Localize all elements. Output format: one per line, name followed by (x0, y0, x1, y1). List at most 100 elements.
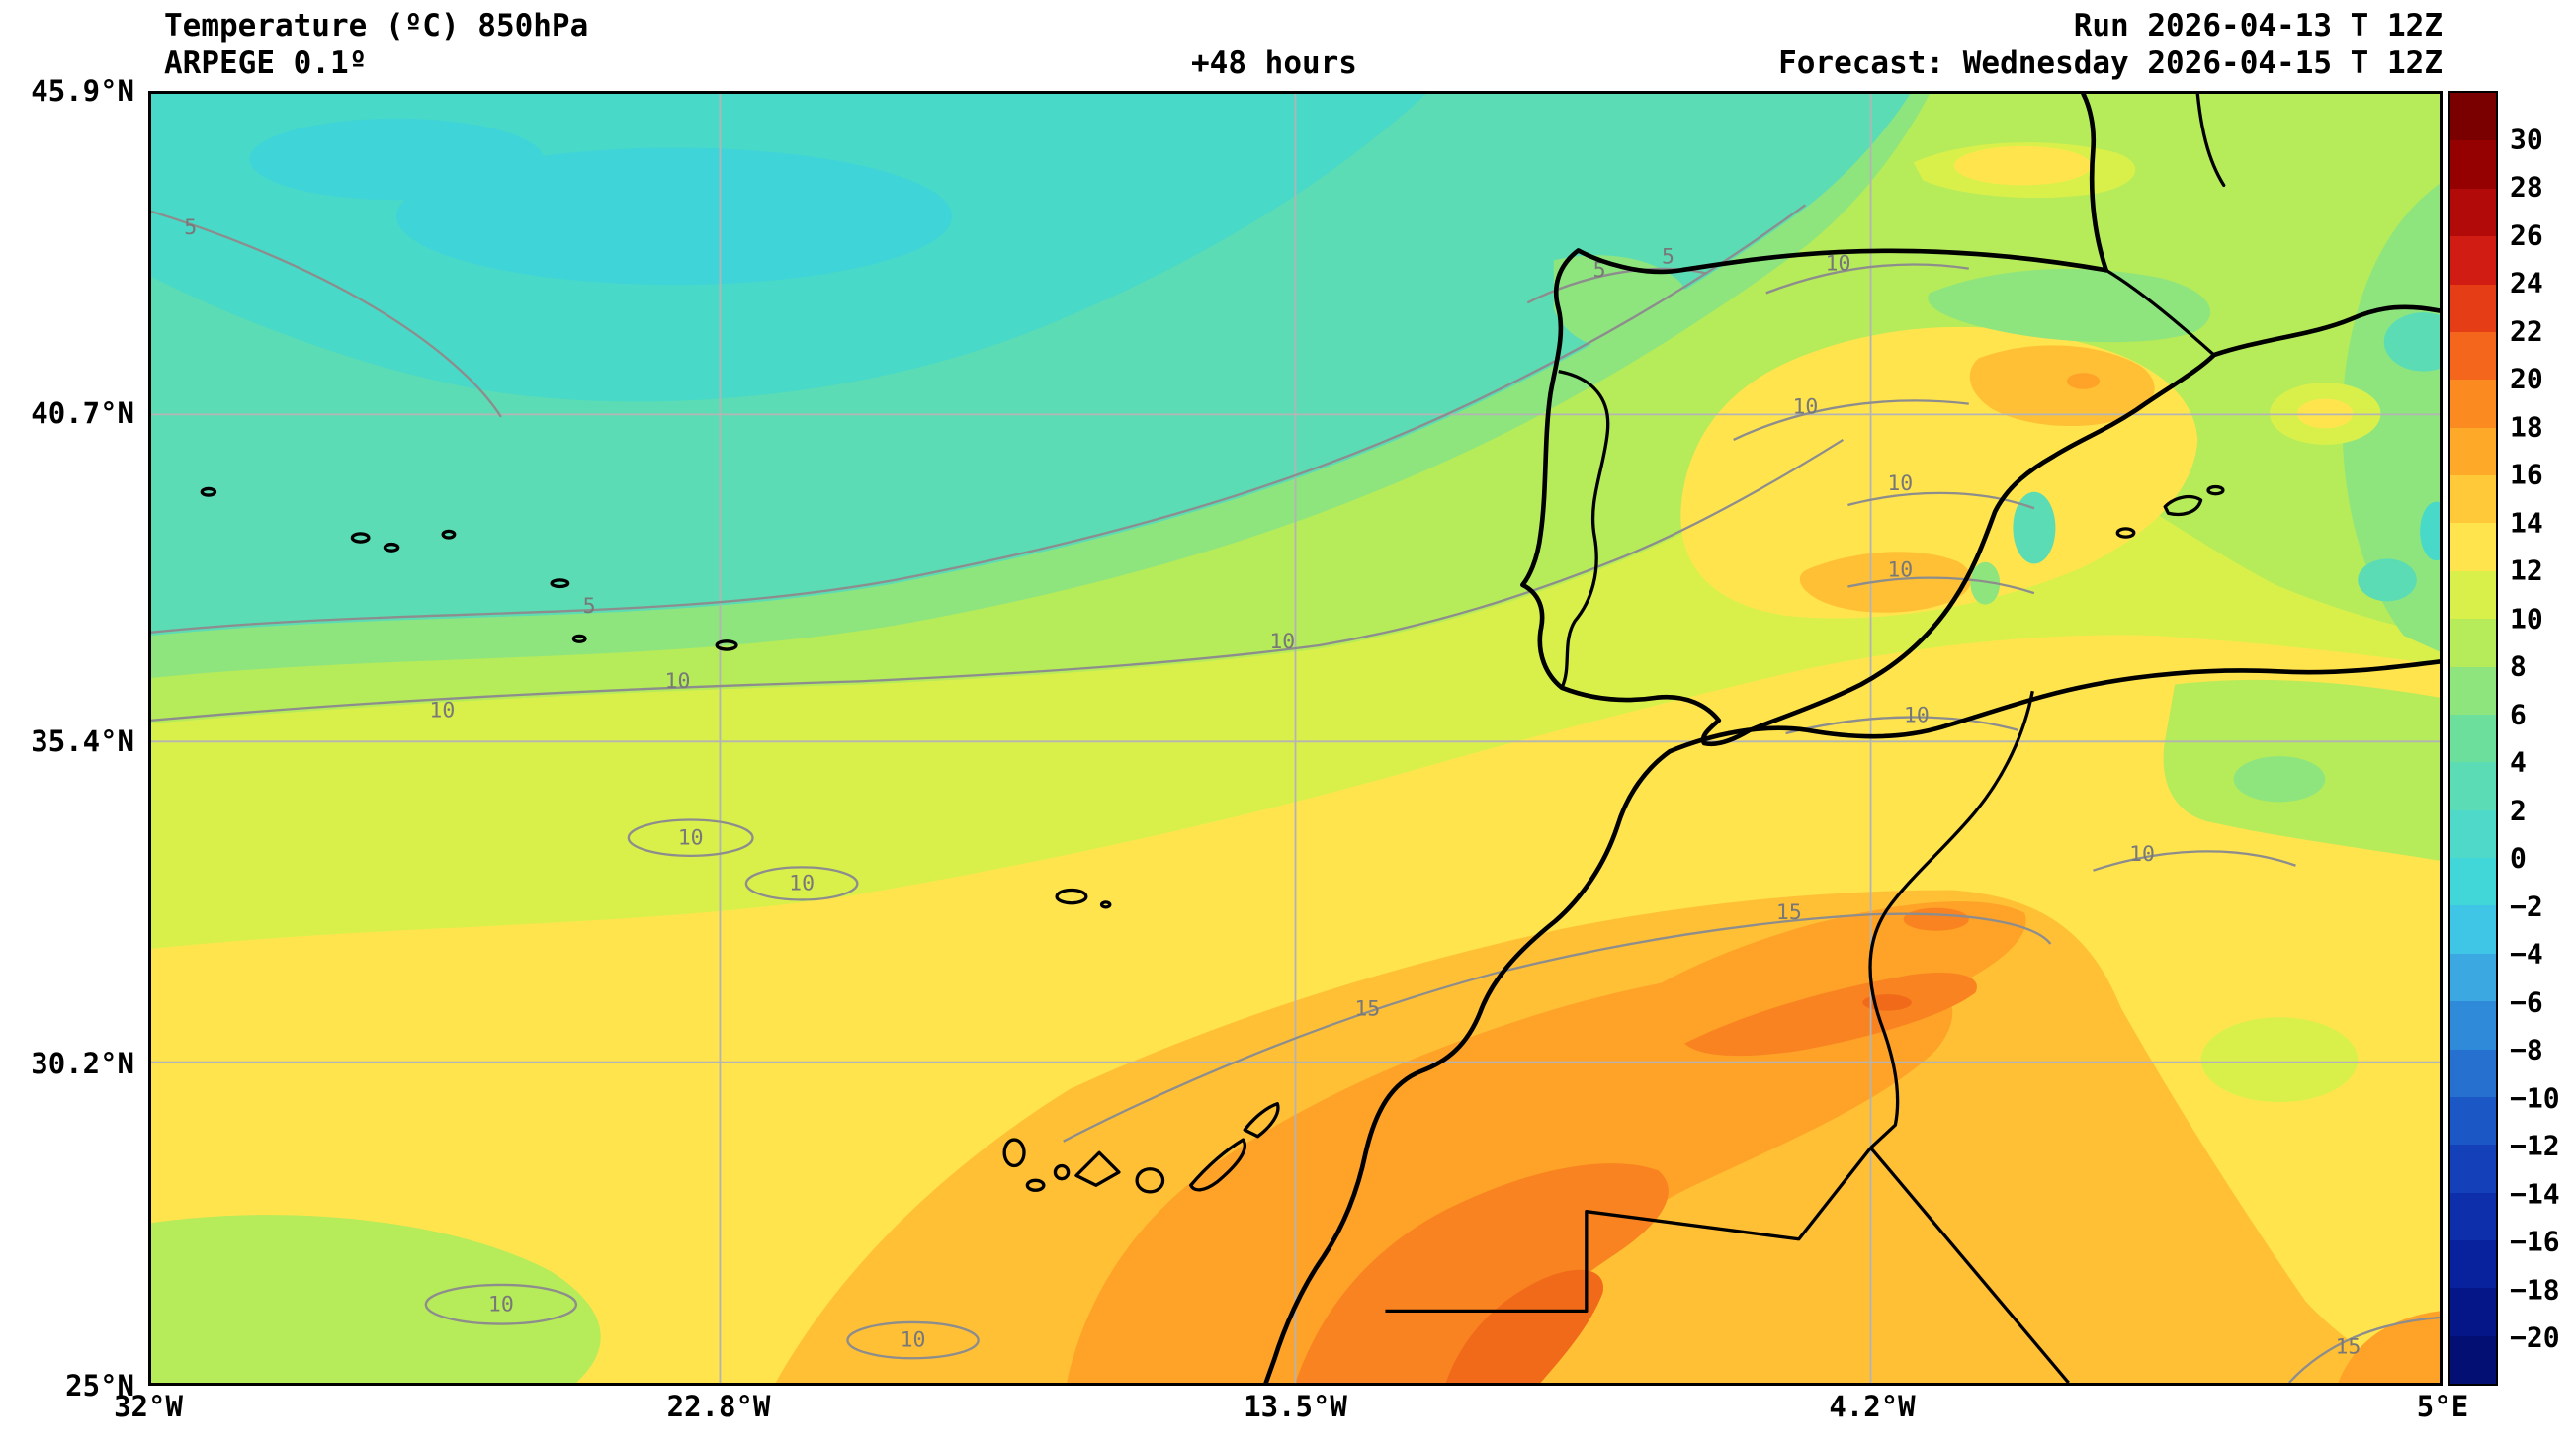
colorbar-segment (2450, 1001, 2496, 1050)
island-azores (715, 639, 738, 651)
colorbar-segment (2450, 762, 2496, 810)
colorbar-tick-label: 8 (2510, 649, 2527, 683)
contour-label-10: 10 (1826, 251, 1851, 276)
contour-label-5: 5 (1593, 258, 1606, 283)
border-morocco-algeria (1868, 690, 2034, 1149)
contour-label-15: 15 (1354, 997, 1380, 1022)
contour-label-10: 10 (1887, 471, 1913, 496)
contour-label-10: 10 (901, 1328, 926, 1353)
colorbar-tick-label: 16 (2510, 458, 2543, 491)
contour-label-10: 10 (1792, 395, 1818, 420)
contour-label-10: 10 (1904, 704, 1930, 728)
colorbar-ticks: 30 28 26 24 22 20 18 16 14 12 10 8 6 4 2 0 −2 −4 −6 −8 −10 −1… (2504, 91, 2575, 1386)
island-menorca (2206, 484, 2225, 496)
colorbar-tick-label: 4 (2510, 745, 2527, 779)
contour-label-5: 5 (184, 215, 197, 240)
contour-label-10: 10 (665, 669, 691, 694)
coastline-africa-atlantic (1263, 748, 1673, 1383)
colorbar-segment (2450, 1096, 2496, 1146)
colorbar-tick-label: −12 (2510, 1129, 2560, 1162)
x-axis-tick-label: 13.5°W (1244, 1390, 1347, 1423)
isotherm-contours (151, 204, 2440, 1383)
colorbar-segment (2450, 284, 2496, 332)
island-fuerteventura (1189, 1138, 1246, 1192)
colorbar-tick-label: −16 (2510, 1225, 2560, 1258)
x-axis-tick-label: 32°W (114, 1390, 183, 1423)
island-azores (571, 634, 587, 643)
island-hierro (1025, 1178, 1046, 1192)
colorbar-tick-label: 10 (2510, 602, 2543, 636)
colorbar-segment (2450, 427, 2496, 475)
y-axis-tick-label: 25°N (65, 1369, 134, 1403)
x-axis-tick-label: 22.8°W (666, 1390, 771, 1423)
contour-label-5: 5 (1662, 245, 1674, 270)
island-azores (350, 532, 371, 544)
forecast-label: Forecast: Wednesday 2026-04-15 T 12Z (1778, 45, 2443, 81)
colorbar-segment (2450, 570, 2496, 620)
colorbar-segment (2450, 523, 2496, 571)
border-spain-france (2104, 268, 2215, 357)
island-azores (200, 486, 217, 497)
coastline-france-mediterranean (2211, 304, 2440, 358)
colorbar-tick-label: −2 (2510, 890, 2543, 923)
coastline-france-atlantic (2081, 94, 2108, 273)
contour-label-15: 15 (2335, 1334, 2361, 1359)
colorbar-segment (2450, 1192, 2496, 1240)
coastline-france-estuary (2195, 94, 2226, 188)
y-axis-labels: 45.9°N 40.7°N 35.4°N 30.2°N 25°N (0, 74, 140, 1403)
colorbar-tick-label: 30 (2510, 123, 2543, 156)
colorbar-tick-label: −4 (2510, 937, 2543, 971)
contour-label-5: 5 (583, 594, 596, 619)
colorbar-segment (2450, 858, 2496, 906)
colorbar-segment (2450, 619, 2496, 667)
lead-time-label: +48 hours (1191, 45, 1357, 81)
colorbar-tick-label: −6 (2510, 985, 2543, 1019)
colorbar-segment (2450, 1288, 2496, 1336)
colorbar-tick-label: 2 (2510, 794, 2527, 827)
grid-lines (151, 94, 2440, 1383)
island-ibiza (2115, 527, 2136, 539)
contour-label-10: 10 (429, 699, 455, 723)
colorbar-tick-label: 20 (2510, 362, 2543, 395)
colorbar-tick-label: 24 (2510, 266, 2543, 299)
contour-label-10: 10 (1269, 630, 1295, 654)
x-axis-tick-label: 4.2°W (1829, 1390, 1916, 1423)
island-madeira-minor (1099, 900, 1112, 909)
contour-label-15: 15 (1776, 900, 1802, 925)
colorbar-segment (2450, 380, 2496, 428)
contour-label-10: 10 (789, 872, 815, 896)
colorbar-tick-label: 0 (2510, 841, 2527, 875)
colorbar-tick-label: 18 (2510, 410, 2543, 444)
colorbar-segment (2450, 1240, 2496, 1289)
island-azores (441, 529, 457, 540)
coastline-iberia (1520, 248, 2217, 747)
colorbar-tick-label: −18 (2510, 1273, 2560, 1307)
colorbar-segment (2450, 331, 2496, 381)
map-title: Temperature (ºC) 850hPa (164, 8, 589, 43)
coastlines (1263, 94, 2440, 1383)
y-axis-tick-label: 30.2°N (31, 1047, 134, 1081)
x-axis-labels: 32°W 22.8°W 13.5°W 4.2°W 5°E (114, 1388, 2468, 1431)
colorbar-tick-label: 28 (2510, 170, 2543, 204)
colorbar-segment (2450, 666, 2496, 715)
islands (200, 484, 2225, 1194)
colorbar-segment (2450, 93, 2496, 141)
colorbar-segment (2450, 1049, 2496, 1097)
colorbar-segment (2450, 475, 2496, 524)
colorbar-segment (2450, 188, 2496, 237)
coastline-africa-mediterranean (1667, 659, 2440, 754)
map-plot-area: 5 5 5 5 10 10 10 10 10 10 10 10 10 10 10… (148, 91, 2443, 1386)
border-sahara-diagonal (1869, 1147, 2070, 1383)
colorbar-tick-label: −20 (2510, 1320, 2560, 1354)
country-borders (1385, 268, 2215, 1383)
colorbar-segment (2450, 1335, 2496, 1385)
colorbar-tick-label: −14 (2510, 1177, 2560, 1211)
island-tenerife (1074, 1150, 1121, 1187)
colorbar-tick-label: 22 (2510, 314, 2543, 348)
colorbar-tick-label: 14 (2510, 506, 2543, 540)
island-azores (383, 542, 400, 553)
island-gran-canaria (1135, 1167, 1165, 1194)
border-portugal-spain (1558, 369, 1610, 689)
run-label: Run 2026-04-13 T 12Z (2073, 8, 2443, 43)
